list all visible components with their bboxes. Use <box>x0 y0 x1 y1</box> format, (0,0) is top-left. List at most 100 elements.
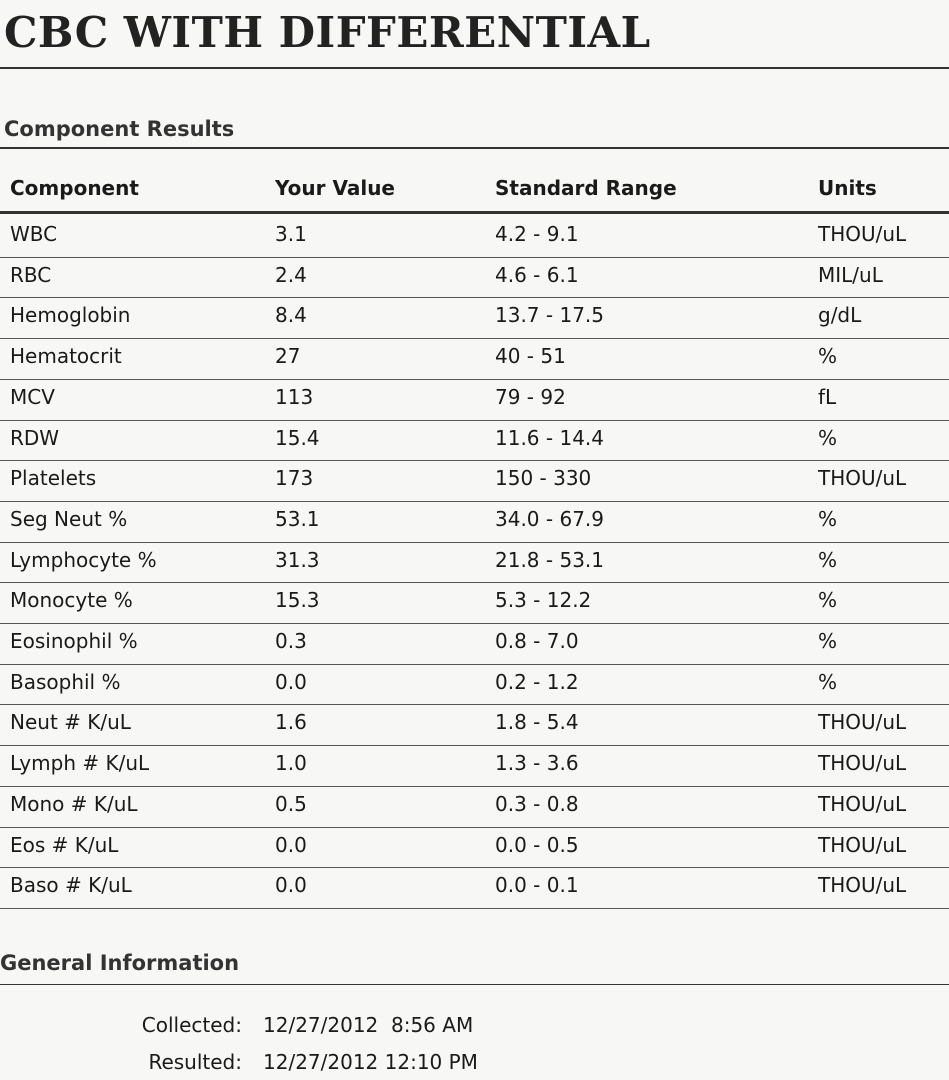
units: % <box>818 344 838 369</box>
your-value: 1.0 <box>275 751 307 776</box>
row-divider <box>0 826 949 828</box>
units: % <box>818 588 838 613</box>
row-divider <box>0 745 949 747</box>
component-name: Lymph # K/uL <box>10 751 150 776</box>
standard-range: 4.2 - 9.1 <box>495 222 579 246</box>
component-name: MCV <box>10 384 55 409</box>
component-name: RDW <box>10 425 60 450</box>
header-rule <box>0 211 949 214</box>
standard-range: 1.8 - 5.4 <box>495 710 579 735</box>
component-name: Baso # K/uL <box>10 873 132 898</box>
your-value: 0.0 <box>275 669 307 694</box>
component-name: Monocyte % <box>10 588 133 613</box>
your-value: 0.3 <box>275 629 307 653</box>
component-name: WBC <box>10 222 58 246</box>
column-header: Your Value <box>275 176 395 200</box>
your-value: 173 <box>275 466 314 491</box>
component-name: RBC <box>10 262 52 287</box>
component-name: Mono # K/uL <box>10 791 138 816</box>
component-name: Platelets <box>10 466 97 491</box>
row-divider <box>0 623 949 624</box>
units: THOU/uL <box>818 873 907 898</box>
units: % <box>818 425 838 450</box>
component-name: Neut # K/uL <box>10 710 131 735</box>
row-divider <box>0 500 949 502</box>
standard-range: 34.0 - 67.9 <box>495 506 604 531</box>
collected-label: Collected: <box>141 1013 242 1037</box>
standard-range: 5.3 - 12.2 <box>495 588 592 613</box>
standard-range: 11.6 - 14.4 <box>495 425 604 450</box>
standard-range: 0.8 - 7.0 <box>495 629 579 653</box>
your-value: 15.3 <box>275 588 320 613</box>
row-divider <box>0 907 949 909</box>
your-value: 15.4 <box>275 425 320 450</box>
your-value: 27 <box>275 344 301 369</box>
units: THOU/uL <box>818 751 907 776</box>
component-name: Basophil % <box>10 669 121 694</box>
rule <box>0 67 949 69</box>
your-value: 2.4 <box>275 262 307 287</box>
units: % <box>818 669 838 694</box>
standard-range: 13.7 - 17.5 <box>495 303 604 328</box>
your-value: 0.0 <box>275 832 307 857</box>
row-divider <box>0 541 949 543</box>
row-divider <box>0 378 949 380</box>
row-divider <box>0 663 949 665</box>
row-divider <box>0 297 949 299</box>
column-header: Units <box>818 176 877 200</box>
your-value: 0.5 <box>275 791 307 816</box>
units: THOU/uL <box>818 791 907 816</box>
units: THOU/uL <box>818 466 907 491</box>
section-heading: Component Results <box>4 117 235 141</box>
standard-range: 0.3 - 0.8 <box>495 791 579 816</box>
your-value: 8.4 <box>275 303 307 328</box>
units: fL <box>818 384 837 409</box>
rule <box>0 147 949 149</box>
units: THOU/uL <box>818 832 907 857</box>
row-divider <box>0 582 949 584</box>
row-divider <box>0 419 949 421</box>
your-value: 113 <box>275 384 314 409</box>
standard-range: 150 - 330 <box>495 466 592 491</box>
your-value: 1.6 <box>275 710 307 735</box>
section-heading: General Information <box>0 951 240 975</box>
units: % <box>818 629 838 653</box>
units: THOU/uL <box>818 710 907 735</box>
your-value: 0.0 <box>275 873 307 898</box>
component-name: Lymphocyte % <box>10 547 157 572</box>
row-divider <box>0 338 949 340</box>
units: THOU/uL <box>818 222 907 246</box>
resulted-value: 12/27/2012 12:10 PM <box>263 1050 478 1074</box>
component-name: Eos # K/uL <box>10 832 119 857</box>
standard-range: 0.2 - 1.2 <box>495 669 579 694</box>
column-header: Component <box>10 176 139 200</box>
column-header: Standard Range <box>495 176 677 200</box>
your-value: 31.3 <box>275 547 320 572</box>
collected-value: 12/27/2012 8:56 AM <box>263 1013 474 1037</box>
standard-range: 4.6 - 6.1 <box>495 262 579 287</box>
standard-range: 0.0 - 0.1 <box>495 873 579 898</box>
standard-range: 40 - 51 <box>495 344 566 369</box>
component-name: Seg Neut % <box>10 506 128 531</box>
row-divider <box>0 256 949 258</box>
component-name: Eosinophil % <box>10 629 138 653</box>
units: % <box>818 506 838 531</box>
standard-range: 21.8 - 53.1 <box>495 547 604 572</box>
component-name: Hemoglobin <box>10 303 131 328</box>
standard-range: 0.0 - 0.5 <box>495 832 579 857</box>
row-divider <box>0 785 949 787</box>
units: g/dL <box>818 303 862 328</box>
standard-range: 79 - 92 <box>495 384 566 409</box>
standard-range: 1.3 - 3.6 <box>495 751 579 776</box>
units: % <box>818 547 838 572</box>
component-name: Hematocrit <box>10 344 122 369</box>
row-divider <box>0 460 949 462</box>
row-divider <box>0 704 949 706</box>
resulted-label: Resulted: <box>148 1050 242 1074</box>
units: MIL/uL <box>818 262 883 287</box>
your-value: 53.1 <box>275 506 320 531</box>
row-divider <box>0 867 949 869</box>
document-title: CBC WITH DIFFERENTIAL <box>4 8 651 57</box>
your-value: 3.1 <box>275 222 307 246</box>
